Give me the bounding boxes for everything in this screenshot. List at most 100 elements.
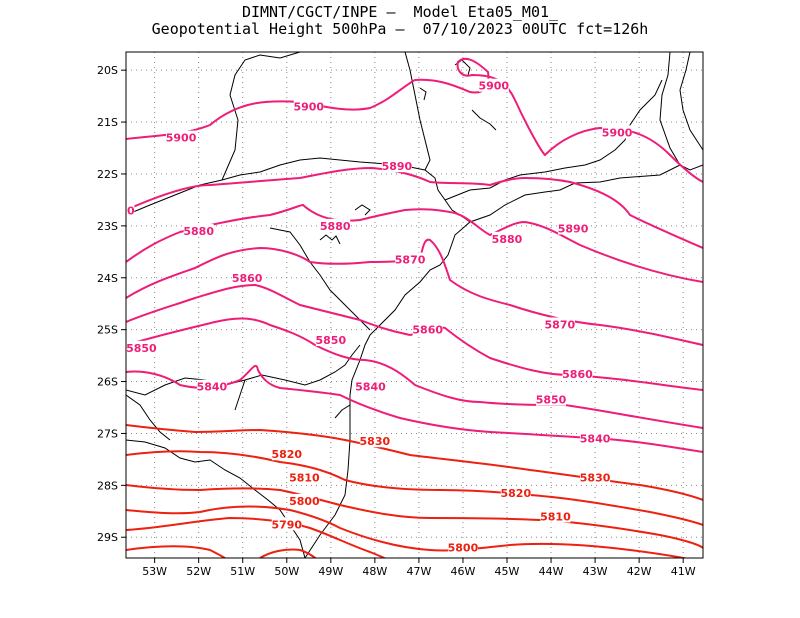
- contour-line-5880: [126, 203, 703, 283]
- contour-label-bg: [166, 130, 197, 144]
- contour-label-bg: [359, 434, 390, 448]
- title-line-2: Geopotential Height 500hPa – 07/10/2023 …: [151, 20, 649, 38]
- border-path: [334, 404, 351, 419]
- contour-label-bg: [126, 340, 157, 354]
- contour-label-5890: 5890: [104, 204, 135, 217]
- contour-label-5880: 5880: [492, 233, 523, 246]
- contour-label-5840: 5840: [580, 433, 611, 446]
- contour-label-5900: 5900: [293, 100, 324, 113]
- contour-label-bg: [478, 78, 509, 92]
- contour-label-5860: 5860: [412, 324, 443, 337]
- contour-label-5840: 5840: [197, 381, 228, 394]
- contour-line-5890: [126, 166, 703, 249]
- coastline-path: [304, 164, 681, 558]
- contour-label-bg: [355, 379, 386, 393]
- lon-tick-label: 45W: [495, 565, 520, 578]
- contour-label-5880: 5880: [320, 220, 351, 233]
- lon-tick-label: 48W: [362, 565, 387, 578]
- contour-labels: 5900 5900 5900 5900 5890 5890 5890 5880 5880 5880…: [104, 78, 633, 555]
- contour-label-5830: 5830: [360, 435, 391, 448]
- contour-label-5800: 5800: [448, 542, 479, 555]
- lon-tick-label: 50W: [274, 565, 299, 578]
- contour-label-bg: [183, 224, 214, 238]
- lat-tick-label: 28S: [97, 479, 118, 492]
- axis-ticks: 20S 21S 22S 23S 24S 25S 26S 27S 28S 29S 53W 52W 51W 5…: [97, 64, 696, 578]
- lat-tick-label: 25S: [97, 324, 118, 337]
- lon-tick-label: 44W: [539, 565, 564, 578]
- lon-tick-label: 53W: [142, 565, 167, 578]
- contour-label-bg: [580, 431, 611, 445]
- border-path: [404, 52, 431, 171]
- lon-tick-label: 51W: [230, 565, 255, 578]
- lake-path: [319, 234, 341, 245]
- lat-tick-label: 24S: [97, 272, 118, 285]
- contour-label-bg: [315, 333, 346, 347]
- border-path: [221, 52, 301, 181]
- contour-label-5860: 5860: [562, 368, 593, 381]
- contour-label-5830: 5830: [580, 472, 611, 485]
- contour-label-5900: 5900: [478, 80, 509, 93]
- contour-line-5810: [126, 484, 703, 549]
- lon-tick-label: 47W: [406, 565, 431, 578]
- contour-label-5890: 5890: [558, 222, 589, 235]
- contour-label-bg: [412, 322, 443, 336]
- contour-label-5890: 5890: [382, 160, 413, 173]
- border-path: [126, 394, 171, 441]
- contour-label-5860: 5860: [232, 272, 263, 285]
- contour-label-5790: 5790: [271, 518, 302, 531]
- contour-label-5850: 5850: [126, 342, 157, 355]
- contour-label-5810: 5810: [289, 472, 320, 485]
- lat-tick-label: 20S: [97, 64, 118, 77]
- contour-label-bg: [580, 470, 611, 484]
- lat-tick-label: 29S: [97, 531, 118, 544]
- coastline-path: [679, 52, 703, 151]
- contour-label-bg: [500, 486, 531, 500]
- contour-label-bg: [271, 517, 302, 531]
- contour-label-5870: 5870: [395, 254, 426, 267]
- lat-tick-label: 21S: [97, 116, 118, 129]
- lat-tick-label: 23S: [97, 220, 118, 233]
- lake-path: [419, 87, 427, 101]
- lat-tick-label: 27S: [97, 427, 118, 440]
- contour-label-5900: 5900: [602, 126, 633, 139]
- border-path: [269, 227, 371, 331]
- contour-label-5900: 5900: [166, 132, 197, 145]
- contour-label-bg: [289, 470, 320, 484]
- lon-tick-label: 42W: [627, 565, 652, 578]
- border-path: [234, 379, 246, 411]
- contour-label-bg: [540, 509, 571, 523]
- contour-label-5800: 5800: [289, 495, 320, 508]
- contour-label-bg: [126, 203, 135, 217]
- lon-tick-label: 52W: [186, 565, 211, 578]
- contour-label-5880: 5880: [183, 225, 214, 238]
- map-title-block: DIMNT/CGCT/INPE – Model Eta05_M01_ Geopo…: [0, 4, 800, 38]
- lat-tick-label: 22S: [97, 168, 118, 181]
- contour-label-5870: 5870: [545, 318, 576, 331]
- contour-label-bg: [491, 231, 522, 245]
- lon-tick-label: 49W: [318, 565, 343, 578]
- contour-label-bg: [271, 447, 302, 461]
- lake-path: [354, 204, 371, 216]
- contour-label-bg: [293, 99, 324, 113]
- contour-line-5900: [126, 57, 703, 183]
- contour-label-5840: 5840: [355, 381, 386, 394]
- contour-label-bg: [562, 366, 593, 380]
- lake-path: [471, 109, 497, 131]
- contour-label-5850: 5850: [536, 394, 567, 407]
- contour-label-bg: [196, 379, 227, 393]
- border-path: [444, 79, 663, 201]
- contour-label-bg: [320, 218, 351, 232]
- contour-label-bg: [558, 221, 589, 235]
- contour-line-5830: [126, 424, 703, 501]
- contour-label-bg: [447, 540, 478, 554]
- contour-label-5850: 5850: [316, 334, 347, 347]
- contour-label-5820: 5820: [271, 448, 302, 461]
- contour-line-5860: [126, 283, 703, 391]
- coastline-path: [659, 52, 703, 171]
- contour-line-5790: [126, 516, 387, 558]
- contour-label-bg: [232, 270, 263, 284]
- contour-line-5820: [126, 450, 703, 526]
- title-line-1: DIMNT/CGCT/INPE – Model Eta05_M01_: [241, 3, 559, 21]
- contour-label-bg: [536, 392, 567, 406]
